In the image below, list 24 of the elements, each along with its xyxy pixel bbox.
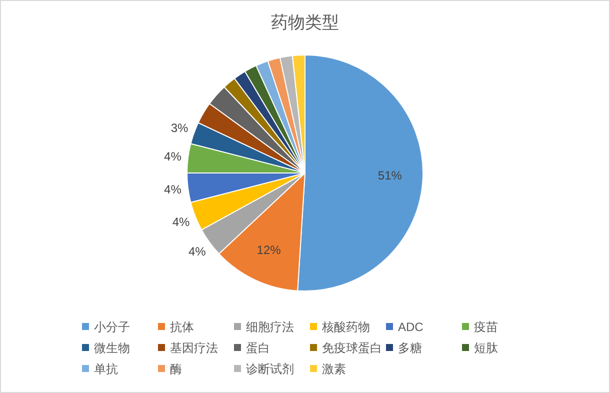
data-label: 51% xyxy=(378,168,402,183)
legend-label: 基因疗法 xyxy=(170,341,218,355)
data-label: 4% xyxy=(164,182,182,197)
legend-label: 酶 xyxy=(170,362,182,376)
legend-label: 短肽 xyxy=(474,341,498,355)
data-label: 4% xyxy=(188,244,206,258)
legend-label: 小分子 xyxy=(94,320,130,334)
legend-label: 激素 xyxy=(322,362,346,376)
legend-label: 核酸药物 xyxy=(321,320,370,334)
legend-label: 疫苗 xyxy=(474,320,498,334)
legend-label: ADC xyxy=(398,320,424,334)
legend-label: 多糖 xyxy=(398,341,422,355)
data-label: 3% xyxy=(170,120,189,135)
data-label: 4% xyxy=(164,149,182,164)
data-label: 4% xyxy=(172,215,190,230)
legend-label: 诊断试剂 xyxy=(246,362,294,376)
legend-label: 免疫球蛋白 xyxy=(322,341,382,355)
legend-label: 蛋白 xyxy=(246,341,270,355)
legend-label: 抗体 xyxy=(170,320,194,334)
legend-label: 微生物 xyxy=(94,341,130,355)
legend-label: 单抗 xyxy=(94,362,118,376)
chart-title: 药物类型 xyxy=(271,13,339,32)
data-label: 12% xyxy=(256,242,282,257)
legend-label: 细胞疗法 xyxy=(246,320,294,334)
